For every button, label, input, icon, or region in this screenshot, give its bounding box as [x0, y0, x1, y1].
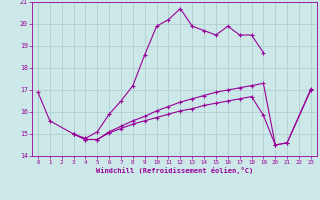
X-axis label: Windchill (Refroidissement éolien,°C): Windchill (Refroidissement éolien,°C) — [96, 167, 253, 174]
